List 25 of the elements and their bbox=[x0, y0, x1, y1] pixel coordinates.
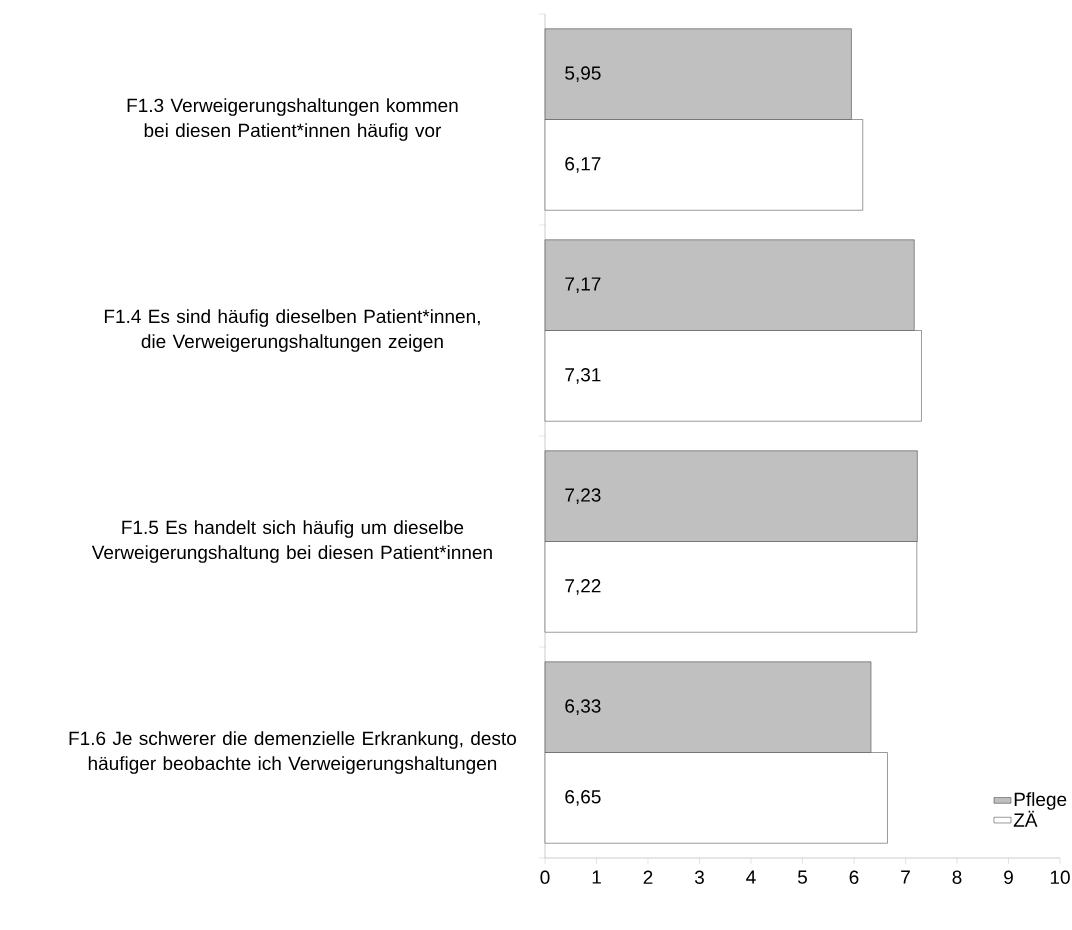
data-label: 7,31 bbox=[565, 368, 601, 384]
legend-label: Pflege bbox=[1014, 792, 1067, 810]
data-label: 6,65 bbox=[565, 790, 601, 806]
data-label: 7,17 bbox=[565, 277, 601, 293]
x-tick-label: 0 bbox=[540, 870, 550, 884]
x-tick-label: 10 bbox=[1050, 870, 1070, 884]
x-tick-label: 9 bbox=[1004, 870, 1013, 884]
data-label: 7,22 bbox=[565, 579, 601, 595]
y-tick-label: F1.3 Verweigerungshaltungen kommen bei diesen Patient*innen häufig vor bbox=[127, 98, 458, 141]
x-tick-label: 1 bbox=[592, 870, 601, 884]
data-label: 5,95 bbox=[565, 66, 601, 82]
x-tick-label: 4 bbox=[746, 870, 756, 884]
data-label: 6,33 bbox=[565, 699, 601, 715]
x-tick-label: 6 bbox=[849, 870, 859, 884]
x-tick-label: 5 bbox=[797, 870, 807, 884]
x-tick-label: 2 bbox=[643, 870, 653, 884]
legend-label: ZÄ bbox=[1013, 810, 1038, 827]
x-tick-label: 3 bbox=[694, 870, 704, 884]
x-tick-label: 8 bbox=[952, 870, 962, 884]
y-tick-label: F1.4 Es sind häufig dieselben Patient*innen, die Verweigerungshaltungen zeigen bbox=[104, 309, 480, 352]
data-label: 7,23 bbox=[565, 488, 601, 504]
y-tick-label: F1.6 Je schwerer die demenzielle Erkrankung, desto häufiger beobachte ich Verweigerungshaltungen bbox=[69, 731, 516, 774]
x-tick-label: 7 bbox=[901, 870, 910, 884]
data-label: 6,17 bbox=[565, 157, 601, 173]
y-tick-label: F1.5 Es handelt sich häufig um dieselbe Verweigerungshaltung bei diesen Patient*innen bbox=[91, 520, 492, 563]
